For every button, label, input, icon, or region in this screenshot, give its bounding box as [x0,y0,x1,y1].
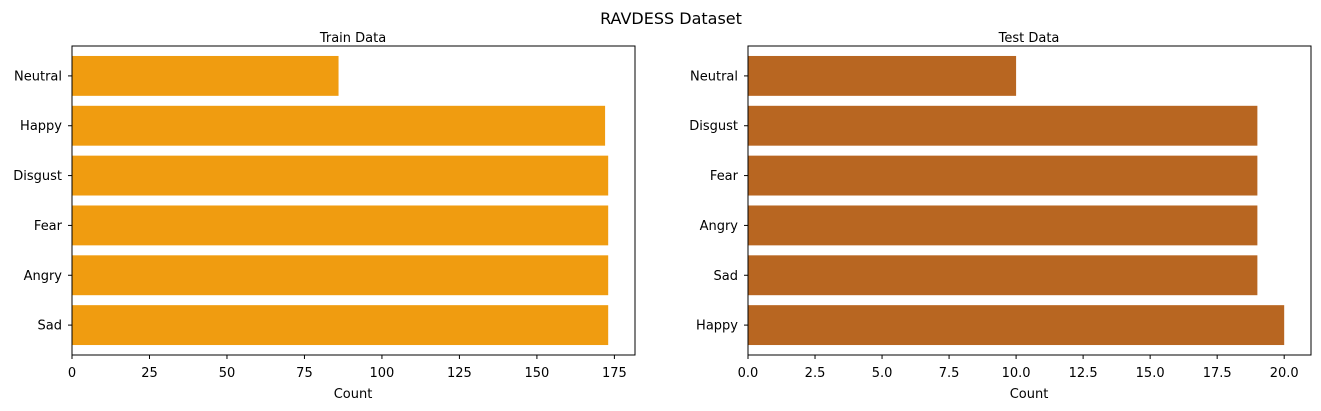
test-data-x-tick-label: 7.5 [939,366,960,381]
test-data-x-tick-label: 10.0 [1002,366,1031,381]
train-data-bar-sad [72,305,609,346]
test-data-bar-neutral [748,55,1017,96]
test-data-y-tick-label: Angry [700,219,739,234]
train-data-y-ticks: Sad Angry Fear Disgust Happy Neutral [13,69,72,334]
train-data-bar-disgust [72,155,609,196]
train-data-x-ticks: 0 25 50 75 100 125 150 175 [68,355,627,381]
test-data-y-ticks: Happy Sad Angry Fear Disgust Neutral [689,69,748,334]
train-data-bar-fear [72,205,609,246]
test-data-x-tick-label: 0.0 [738,366,759,381]
train-data-y-tick-label: Angry [24,269,63,284]
test-data-plot-frame [747,45,1312,356]
test-data-x-tick-label: 2.5 [805,366,826,381]
train-data-x-tick-label: 75 [296,366,313,381]
train-data-x-tick-label: 0 [68,366,76,381]
train-data-x-tick-label: 25 [141,366,158,381]
test-data-title: Test Data [998,31,1060,46]
test-data-y-tick-label: Fear [710,169,739,184]
test-data-x-tick-label: 15.0 [1136,366,1165,381]
test-data-y-tick-label: Sad [714,269,738,284]
test-data-bar-sad [748,255,1258,296]
test-data-bar-angry [748,205,1258,246]
train-data-y-tick-label: Sad [38,319,62,334]
train-data-x-tick-label: 175 [602,366,627,381]
train-data-x-tick-label: 100 [370,366,395,381]
train-data-axes: Train Data Sad Angry Fear Disgust Happy Neutr… [13,31,636,402]
test-data-x-tick-label: 5.0 [872,366,893,381]
test-data-bar-happy [748,305,1285,346]
test-data-bars [748,55,1285,346]
train-data-plot-frame [71,45,636,356]
test-data-y-tick-label: Disgust [689,119,738,134]
train-data-bars [72,55,609,346]
test-data-x-tick-label: 17.5 [1203,366,1232,381]
test-data-y-tick-label: Happy [696,319,738,334]
train-data-y-tick-label: Fear [34,219,63,234]
test-data-x-tick-label: 20.0 [1270,366,1299,381]
train-data-bar-neutral [72,55,339,96]
train-data-x-tick-label: 150 [524,366,549,381]
train-data-title: Train Data [319,31,386,46]
train-data-x-axis-label: Count [334,387,373,402]
train-data-y-tick-label: Disgust [13,169,62,184]
train-data-y-tick-label: Happy [20,119,62,134]
figure-suptitle: RAVDESS Dataset [600,9,742,28]
test-data-axes: Test Data Happy Sad Angry Fear Disgust Neutra… [689,31,1312,402]
test-data-x-tick-label: 12.5 [1069,366,1098,381]
test-data-bar-fear [748,155,1258,196]
test-data-x-axis-label: Count [1010,387,1049,402]
train-data-x-tick-label: 125 [447,366,472,381]
train-data-bar-angry [72,255,609,296]
test-data-y-tick-label: Neutral [690,69,738,84]
train-data-y-tick-label: Neutral [14,69,62,84]
test-data-bar-disgust [748,105,1258,146]
test-data-x-ticks: 0.0 2.5 5.0 7.5 10.0 12.5 15.0 17.5 20.0 [738,355,1299,381]
train-data-x-tick-label: 50 [219,366,236,381]
train-data-bar-happy [72,105,606,146]
